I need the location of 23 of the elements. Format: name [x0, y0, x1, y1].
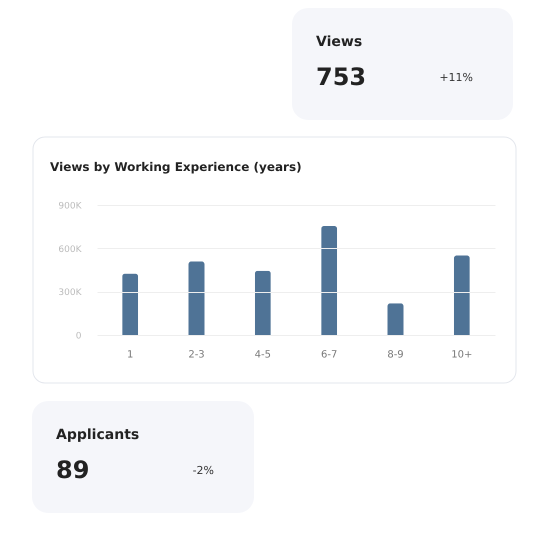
y-tick-label: 900K	[58, 202, 83, 212]
text: 89	[56, 456, 90, 484]
text: +11%	[439, 71, 473, 84]
bar	[454, 256, 470, 335]
text: 753	[316, 63, 366, 91]
bar	[122, 274, 138, 335]
text: Applicants	[56, 427, 140, 443]
x-tick-label: 10+	[451, 350, 472, 360]
chart-title: Views by Working Experience (years)	[50, 160, 302, 174]
bar	[388, 303, 404, 335]
bar	[321, 226, 338, 335]
bar	[254, 270, 271, 335]
x-tick-label: 1	[126, 350, 134, 360]
x-tick-label: 4-5	[254, 350, 272, 360]
text: -2%	[192, 464, 214, 477]
text: Views	[316, 34, 362, 50]
x-tick-label: 8-9	[387, 350, 404, 360]
y-tick-label: 0	[76, 332, 82, 342]
y-tick-label: 600K	[58, 244, 83, 255]
x-tick-label: 6-7	[320, 350, 338, 360]
y-tick-label: 300K	[58, 288, 83, 298]
bar	[188, 261, 204, 335]
x-tick-label: 2-3	[188, 350, 205, 360]
